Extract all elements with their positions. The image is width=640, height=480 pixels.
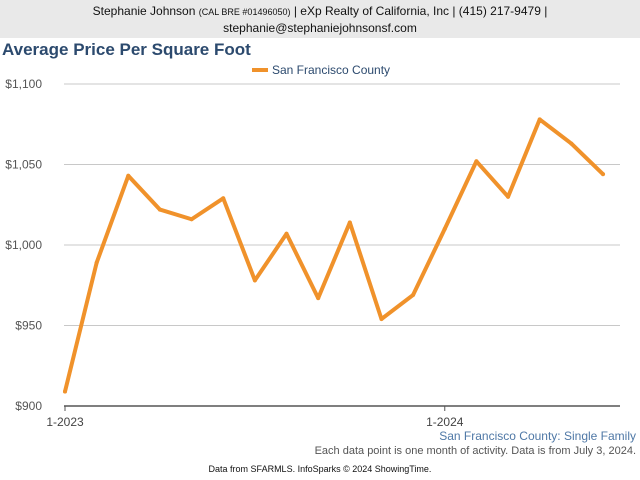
data-point bbox=[601, 172, 605, 177]
data-point bbox=[284, 231, 289, 236]
data-point bbox=[379, 317, 384, 322]
data-source: Data from SFARMLS. InfoSparks © 2024 Sho… bbox=[208, 464, 432, 474]
data-point bbox=[411, 292, 416, 297]
data-point bbox=[252, 278, 257, 283]
data-note: Each data point is one month of activity… bbox=[314, 445, 636, 457]
data-point bbox=[126, 173, 131, 178]
data-point bbox=[157, 207, 162, 212]
data-point bbox=[94, 260, 99, 265]
agent-contact-bar: Stephanie Johnson (CAL BRE #01496050) | … bbox=[0, 0, 640, 38]
y-tick-label: $1,100 bbox=[5, 77, 42, 91]
y-tick-label: $1,000 bbox=[5, 238, 42, 252]
x-tick-label: 1-2024 bbox=[426, 415, 464, 429]
chart-title: Average Price Per Square Foot bbox=[2, 40, 251, 59]
data-point bbox=[537, 117, 542, 122]
data-point bbox=[221, 196, 226, 201]
data-point bbox=[316, 296, 321, 301]
x-tick-label: 1-2023 bbox=[46, 415, 84, 429]
agent-brokerage-phone: | eXp Realty of California, Inc | (415) … bbox=[293, 4, 548, 18]
chart-subtitle: San Francisco County: Single Family bbox=[439, 429, 636, 443]
data-point bbox=[506, 194, 511, 199]
data-point bbox=[442, 226, 447, 231]
series-line-san-francisco-county bbox=[63, 117, 605, 394]
data-point bbox=[474, 159, 479, 164]
data-point bbox=[63, 389, 67, 394]
agent-email: stephanie@stephaniejohnsonsf.com bbox=[223, 21, 417, 35]
agent-line-1: Stephanie Johnson (CAL BRE #01496050) | … bbox=[0, 3, 640, 20]
agent-name: Stephanie Johnson bbox=[92, 4, 196, 18]
y-tick-label: $950 bbox=[15, 319, 42, 333]
legend-label: San Francisco County bbox=[272, 63, 390, 77]
agent-license: (CAL BRE #01496050) bbox=[198, 7, 291, 17]
y-tick-label: $1,050 bbox=[5, 158, 42, 172]
data-point bbox=[189, 217, 194, 222]
data-point bbox=[569, 141, 574, 146]
y-tick-label: $900 bbox=[15, 399, 42, 413]
data-point bbox=[347, 220, 352, 225]
